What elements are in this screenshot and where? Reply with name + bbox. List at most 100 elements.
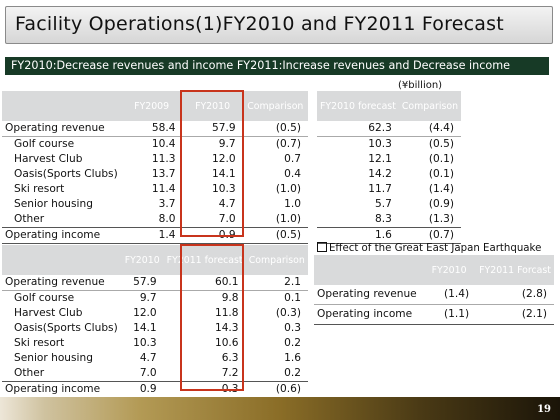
cell: (1.4)	[428, 183, 455, 195]
cell: (0.5)	[242, 227, 308, 244]
table-row: Harvest Club 12.0 11.8 (0.3)	[2, 306, 308, 321]
title-box: Facility Operations(1)FY2010 and FY2011 …	[5, 6, 553, 44]
header-cell: Comparison	[245, 245, 308, 275]
row-label: Harvest Club	[14, 307, 83, 319]
cell: 57.9	[182, 121, 243, 137]
earthquake-effect-table: FY2010 FY2011 Forcast Operating revenue (…	[314, 255, 554, 325]
cell: 14.2	[368, 168, 392, 180]
table-row: Harvest Club 11.3 12.0 0.7	[2, 152, 308, 167]
cell: 0.7	[284, 153, 301, 165]
row-label: Senior housing	[14, 198, 93, 210]
row-label: Harvest Club	[14, 153, 83, 165]
row-label: Senior housing	[14, 352, 93, 364]
cell: 5.7	[375, 198, 392, 210]
cell: (0.5)	[428, 138, 455, 150]
cell: 11.8	[214, 307, 239, 319]
cell: 0.9	[120, 381, 164, 398]
table-row: Oasis(Sports Clubs) 13.7 14.1 0.4	[2, 167, 308, 182]
table-row: Ski resort 11.4 10.3 (1.0)	[2, 182, 308, 197]
table-row: Ski resort 10.3 10.6 0.2	[2, 336, 308, 351]
cell: 6.3	[221, 352, 239, 364]
cell: (0.1)	[428, 168, 455, 180]
cell: 0.2	[284, 337, 301, 349]
cell: 0.1	[284, 292, 301, 304]
row-label: Other	[2, 212, 121, 228]
row-label: Operating revenue	[2, 121, 121, 137]
fy2011-forecast-highlight-box	[180, 244, 244, 391]
cell: 58.4	[120, 121, 183, 137]
header-cell	[2, 245, 121, 275]
header-cell: FY2010	[120, 245, 164, 275]
earthquake-section-title: Effect of the Great East Japan Earthquak…	[317, 242, 541, 254]
table-row: 1.6 (0.7)	[317, 227, 462, 244]
cell: (4.4)	[398, 121, 462, 137]
cell: 12.0	[133, 307, 157, 319]
cell: 10.6	[214, 337, 239, 349]
table-row: 62.3 (4.4)	[317, 121, 462, 137]
cell: 10.4	[151, 138, 176, 150]
row-label: Ski resort	[14, 337, 65, 349]
table-row: Operating income (1.1) (2.1)	[314, 304, 554, 325]
table-header-row: FY2010 FY2011 forecast Comparison	[2, 245, 308, 275]
cell: 1.6	[284, 352, 301, 364]
header-cell: FY2011 Forcast	[476, 255, 554, 285]
row-label: Oasis(Sports Clubs)	[14, 322, 118, 334]
cell: (1.4)	[444, 288, 470, 300]
cell: 14.3	[214, 322, 239, 334]
table-header-row: FY2010 FY2011 Forcast	[314, 255, 554, 285]
table-row: Operating revenue (1.4) (2.8)	[314, 285, 554, 305]
cell: 8.3	[317, 212, 399, 228]
table-row: Operating revenue 58.4 57.9 (0.5)	[2, 121, 308, 137]
cell: 11.4	[151, 183, 176, 195]
row-label: Operating income	[2, 227, 121, 244]
table-row: Senior housing 4.7 6.3 1.6	[2, 351, 308, 366]
table-row: Operating income 1.4 0.9 (0.5)	[2, 227, 308, 244]
header-cell: FY2011 forecast	[163, 245, 246, 275]
cell: 4.7	[218, 198, 236, 210]
header-cell	[2, 91, 121, 121]
row-label: Golf course	[14, 138, 75, 150]
row-label: Other	[2, 366, 121, 382]
cell: 13.7	[151, 168, 176, 180]
row-label: Operating revenue	[317, 288, 417, 300]
table-row: Golf course 9.7 9.8 0.1	[2, 291, 308, 307]
page-number: 19	[537, 404, 551, 415]
table-row: 12.1 (0.1)	[317, 152, 461, 167]
cell: (0.7)	[398, 227, 462, 244]
cell: (0.1)	[428, 153, 455, 165]
cell: 12.1	[368, 153, 392, 165]
cell: 11.7	[368, 183, 392, 195]
cell: 10.3	[212, 183, 236, 195]
cell: (1.1)	[422, 304, 477, 325]
cell: 14.1	[133, 322, 157, 334]
table-row: Oasis(Sports Clubs) 14.1 14.3 0.3	[2, 321, 308, 336]
cell: (2.1)	[476, 304, 554, 325]
table-row: 10.3 (0.5)	[317, 137, 461, 153]
cell: 7.0	[182, 212, 243, 228]
cell: 7.2	[163, 366, 246, 382]
header-cell: FY2010	[182, 91, 243, 121]
cell: 10.3	[368, 138, 392, 150]
row-label: Ski resort	[14, 183, 65, 195]
row-label: Oasis(Sports Clubs)	[14, 168, 118, 180]
row-label: Golf course	[14, 292, 75, 304]
cell: 11.3	[151, 153, 176, 165]
cell: 57.9	[120, 275, 164, 291]
cell: 8.0	[120, 212, 183, 228]
cell: (0.9)	[428, 198, 455, 210]
cell: 9.7	[218, 138, 236, 150]
earthquake-title-text: Effect of the Great East Japan Earthquak…	[329, 243, 542, 254]
cell: 14.1	[212, 168, 236, 180]
table-row: 8.3 (1.3)	[317, 212, 462, 228]
checkbox-square-icon	[317, 242, 327, 252]
table-row: Golf course 10.4 9.7 (0.7)	[2, 137, 308, 153]
table-row: Operating revenue 57.9 60.1 2.1	[2, 275, 308, 291]
cell: 4.7	[139, 352, 157, 364]
fy2011-forecast-table: FY2010 FY2011 forecast Comparison Operat…	[2, 245, 308, 398]
footer-decorative-bar	[0, 397, 560, 420]
table-header-row: FY2009 FY2010 Comparison	[2, 91, 308, 121]
cell: (0.5)	[242, 121, 308, 137]
table-row: Operating income 0.9 0.3 (0.6)	[2, 381, 308, 398]
cell: (0.3)	[275, 307, 301, 319]
header-cell: FY2009	[120, 91, 183, 121]
